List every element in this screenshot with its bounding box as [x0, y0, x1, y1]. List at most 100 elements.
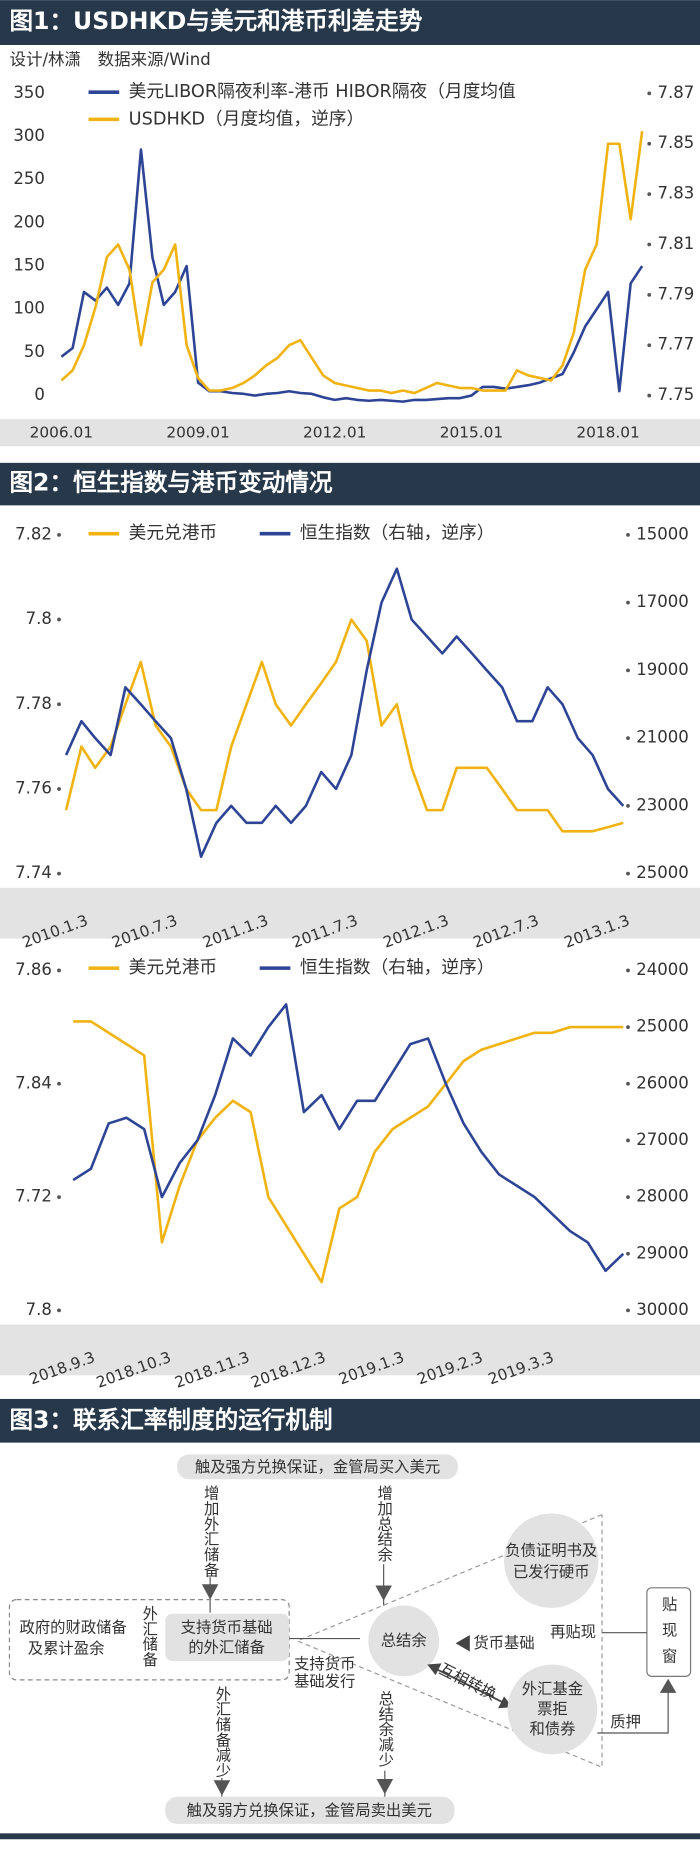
y-tick-dot — [57, 617, 61, 622]
y-tick-label: 7.8 — [26, 1300, 52, 1319]
y2-tick-label: 21000 — [636, 728, 689, 747]
flow-label: 支持货币 — [294, 1655, 355, 1673]
box-label: 触及强方兑换保证，金管局买入美元 — [195, 1458, 440, 1476]
series-line — [64, 618, 624, 833]
node-label: 票拒 — [537, 1700, 568, 1718]
y2-tick-label: 19000 — [636, 660, 689, 679]
connector — [597, 1690, 669, 1734]
y2-tick-label: 7.85 — [658, 133, 695, 152]
dashed-triangle — [295, 1514, 603, 1769]
y2-tick-dot — [626, 968, 630, 973]
legend-label: 美元兑港币 — [129, 957, 217, 978]
x-axis-band — [0, 419, 700, 447]
chart-title: 图1：USDHKD与美元和港币利差走势 — [9, 7, 422, 35]
y2-tick-dot — [626, 600, 630, 605]
flow-label: 总结余减少 — [376, 1691, 394, 1768]
y2-tick-label: 23000 — [636, 795, 689, 814]
node-label: 外汇储备 — [140, 1606, 158, 1668]
legend-label: 恒生指数（右轴，逆序） — [300, 957, 495, 978]
box — [165, 1796, 455, 1824]
y2-tick-label: 7.81 — [658, 234, 695, 253]
legend-label: USDHKD（月度均值，逆序） — [129, 108, 365, 129]
y2-tick-dot — [626, 1308, 630, 1313]
y2-tick-dot — [647, 343, 652, 348]
x-tick-label: 2012.01 — [303, 423, 366, 441]
node-label: 的外汇储备 — [188, 1639, 265, 1657]
series-line — [60, 130, 644, 395]
diagram: 触及强方兑换保证，金管局买入美元 增加外汇储备 增加总结余 负债证明书及 已发行… — [8, 1454, 692, 1824]
arrowhead — [375, 1585, 392, 1601]
node-label: 总结余 — [381, 1631, 427, 1649]
x-axis-band — [0, 887, 700, 939]
arrowhead — [659, 1678, 677, 1693]
y-tick-label: 7.76 — [15, 778, 52, 797]
y-tick-label: 100 — [13, 299, 45, 318]
y2-tick-dot — [626, 871, 630, 876]
double-arrow — [431, 1666, 508, 1706]
legend-label: 美元兑港币 — [129, 523, 217, 544]
y2-tick-label: 7.87 — [658, 83, 695, 102]
y-tick-label: 150 — [13, 256, 45, 275]
series-line — [64, 567, 625, 859]
flow-label: 外汇储备减少 — [213, 1686, 231, 1778]
y-tick-dot — [57, 532, 61, 537]
y2-tick-label: 28000 — [636, 1187, 689, 1206]
y-tick-dot — [57, 1081, 61, 1086]
y2-tick-label: 25000 — [636, 1017, 689, 1036]
circle — [368, 1605, 440, 1677]
y2-tick-label: 26000 — [636, 1073, 689, 1092]
y-tick-label: 350 — [13, 83, 45, 102]
y-tick-label: 50 — [24, 342, 45, 361]
flow-label: 货币基础 — [473, 1634, 534, 1652]
y2-tick-dot — [626, 736, 630, 741]
arrowhead — [427, 1663, 442, 1676]
x-axis-band — [0, 1324, 700, 1376]
flow-label: 质押 — [610, 1713, 641, 1731]
x-tick-label: 2009.01 — [166, 423, 229, 441]
y2-tick-label: 30000 — [636, 1300, 689, 1319]
y2-tick-dot — [626, 1195, 630, 1199]
y2-tick-label: 7.83 — [658, 184, 695, 203]
y2-tick-label: 24000 — [636, 960, 689, 979]
y-tick-dot — [57, 871, 61, 876]
y2-tick-label: 7.77 — [658, 335, 695, 354]
y-tick-label: 7.84 — [15, 1073, 52, 1092]
y-tick-dot — [57, 1308, 61, 1313]
flow-label: 互相转换 — [436, 1660, 499, 1704]
y2-tick-label: 15000 — [636, 524, 689, 543]
header-bar — [0, 0, 700, 45]
series-line — [72, 1003, 625, 1273]
footer-bar — [0, 1833, 700, 1840]
x-tick-label: 2018.01 — [576, 423, 639, 441]
y2-tick-label: 7.79 — [658, 284, 695, 303]
header-bar — [0, 1398, 700, 1443]
y-tick-dot — [57, 702, 61, 707]
y2-tick-dot — [626, 1138, 630, 1143]
x-tick-label: 2015.01 — [440, 423, 503, 441]
y-tick-label: 200 — [13, 212, 45, 231]
y2-tick-dot — [626, 1251, 630, 1256]
chart-title: 图2：恒生指数与港币变动情况 — [9, 469, 333, 497]
y2-tick-dot — [647, 393, 652, 398]
node-label: 和债券 — [529, 1720, 575, 1738]
arrowhead — [201, 1584, 219, 1600]
y2-tick-label: 29000 — [636, 1243, 689, 1262]
y-tick-dot — [57, 968, 61, 973]
flow-label: 增加总结余 — [375, 1485, 393, 1563]
series-line — [60, 148, 644, 403]
node-label: 外汇基金 — [522, 1680, 583, 1698]
y2-tick-dot — [647, 292, 652, 297]
y2-tick-label: 27000 — [636, 1130, 689, 1149]
y2-tick-dot — [626, 668, 630, 673]
y2-tick-dot — [626, 532, 630, 537]
box-label: 触及弱方兑换保证，金管局卖出美元 — [187, 1801, 432, 1819]
y-tick-label: 7.74 — [15, 863, 52, 882]
node-label: 政府的财政储备 — [20, 1618, 127, 1636]
node-label: 支持货币基础 — [181, 1618, 273, 1636]
y2-tick-dot — [647, 91, 652, 96]
legend-label: 美元LIBOR隔夜利率-港币 HIBOR隔夜（月度均值 — [129, 81, 516, 102]
node-label: 负债证明书及 — [505, 1542, 597, 1560]
y2-tick-dot — [647, 192, 652, 197]
circle — [507, 1664, 598, 1755]
y-tick-label: 250 — [13, 169, 45, 188]
